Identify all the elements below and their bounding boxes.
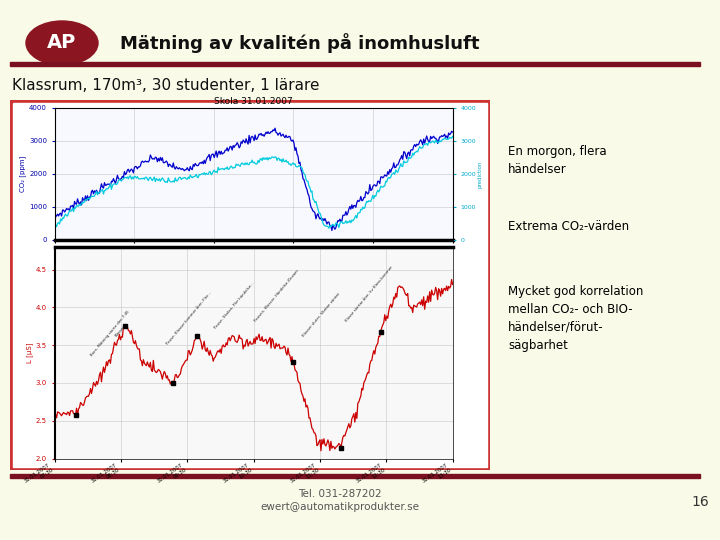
Text: En morgon, flera
händelser: En morgon, flera händelser [508, 145, 607, 176]
Text: Klassrum, 170m³, 30 studenter, 1 lärare: Klassrum, 170m³, 30 studenter, 1 lärare [12, 78, 320, 92]
Text: ewert@automatikprodukter.se: ewert@automatikprodukter.se [261, 502, 420, 512]
Text: Mätning av kvalitén på inomhusluft: Mätning av kvalitén på inomhusluft [120, 33, 480, 53]
Text: 16: 16 [691, 495, 709, 509]
Text: Pausen, Klasser, Händelse Zinzam: Pausen, Klasser, Händelse Zinzam [253, 269, 300, 322]
Text: Klasse startar åter, kv Klass-kommer: Klasse startar åter, kv Klass-kommer [345, 265, 395, 322]
Y-axis label: L [µS]: L [µS] [26, 342, 33, 363]
Text: Barn, Mätning starte den 7:45: Barn, Mätning starte den 7:45 [91, 309, 131, 356]
Text: Pause, Skolan, Fler händelse...: Pause, Skolan, Fler händelse... [214, 282, 256, 330]
Y-axis label: CO₂ [ppm]: CO₂ [ppm] [19, 156, 26, 192]
Ellipse shape [26, 21, 98, 65]
Text: Tel. 031-287202: Tel. 031-287202 [298, 489, 382, 499]
Bar [10, 474, 700, 478]
Text: Klasse: Klasse [114, 326, 125, 338]
Title: Skola 31.01.2007: Skola 31.01.2007 [215, 97, 293, 105]
Text: Pause, Klasser kommer åter, Fler...: Pause, Klasser kommer åter, Fler... [166, 291, 213, 345]
Text: Klasser sluter, Väntan väntar: Klasser sluter, Väntan väntar [302, 292, 341, 338]
Y-axis label: prediction: prediction [477, 160, 482, 187]
Bar [10, 62, 700, 66]
Bar [10, 100, 490, 470]
Text: Mycket god korrelation
mellan CO₂- och BIO-
händelser/förut-
sägbarhet: Mycket god korrelation mellan CO₂- och B… [508, 285, 644, 352]
Text: AP: AP [48, 33, 76, 52]
Text: Extrema CO₂-värden: Extrema CO₂-värden [508, 220, 629, 233]
Bar [13, 103, 487, 467]
